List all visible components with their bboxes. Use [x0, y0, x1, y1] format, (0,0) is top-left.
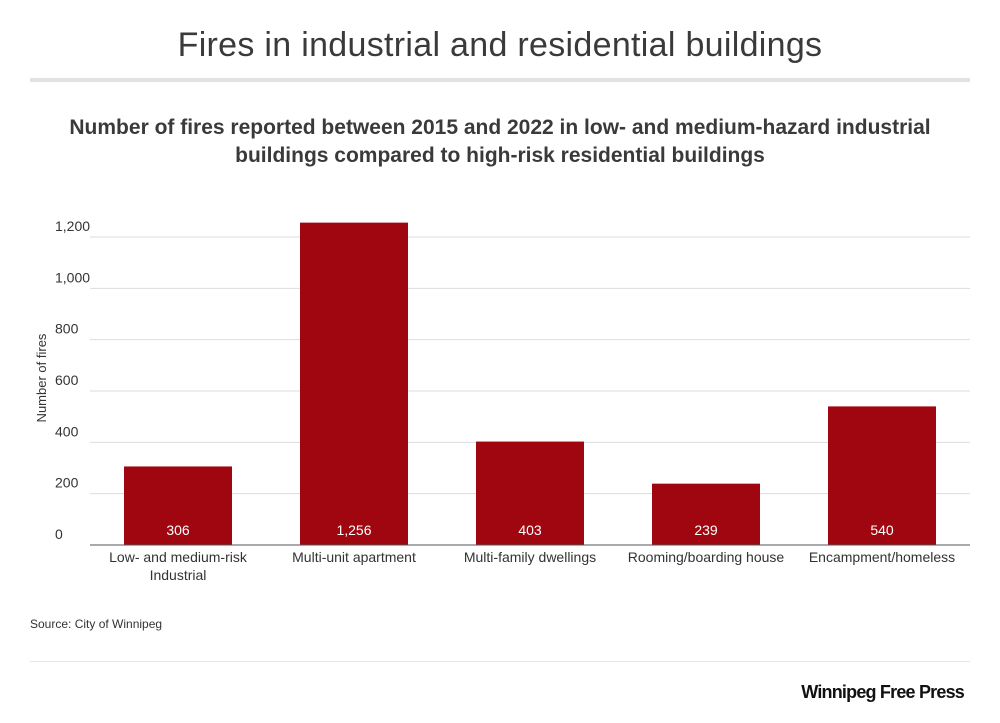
- source-note: Source: City of Winnipeg: [30, 617, 163, 631]
- bar-value-label: 239: [694, 522, 718, 538]
- bar-chart: 0 200 400 600 800 1,000 1,200 Number of fires 30…: [34, 218, 970, 583]
- x-tick-label: Multi-unit apartment: [292, 549, 416, 565]
- bar-value-label: 306: [166, 522, 190, 538]
- footer-divider: [30, 661, 970, 662]
- y-tick-label: 800: [55, 321, 79, 337]
- y-tick-label: 1,200: [55, 218, 90, 234]
- bar-value-label: 1,256: [336, 522, 371, 538]
- bar: [476, 441, 584, 545]
- x-tick-label: Multi-family dwellings: [464, 549, 596, 565]
- title-divider: [30, 78, 970, 82]
- y-tick-label: 1,000: [55, 269, 90, 285]
- brand-logo: Winnipeg Free Press: [801, 682, 965, 702]
- x-tick-label: Rooming/boarding house: [628, 549, 785, 565]
- bar: [652, 483, 760, 545]
- x-tick-label: Low- and medium-risk: [109, 549, 248, 565]
- y-tick-label: 600: [55, 372, 79, 388]
- chart-subtitle: Number of fires reported between 2015 an…: [69, 116, 931, 167]
- y-tick-label: 400: [55, 423, 79, 439]
- bar: [300, 222, 408, 546]
- y-axis-title: Number of fires: [34, 333, 49, 422]
- page-title: Fires in industrial and residential buil…: [177, 26, 823, 64]
- bar-value-label: 403: [518, 522, 542, 538]
- bar-value-label: 540: [870, 522, 894, 538]
- x-tick-label: Encampment/homeless: [809, 549, 955, 565]
- y-tick-label: 0: [55, 526, 63, 542]
- bar: [828, 406, 936, 545]
- bar: [124, 466, 232, 545]
- x-tick-label: Industrial: [150, 567, 207, 583]
- y-tick-label: 200: [55, 475, 79, 491]
